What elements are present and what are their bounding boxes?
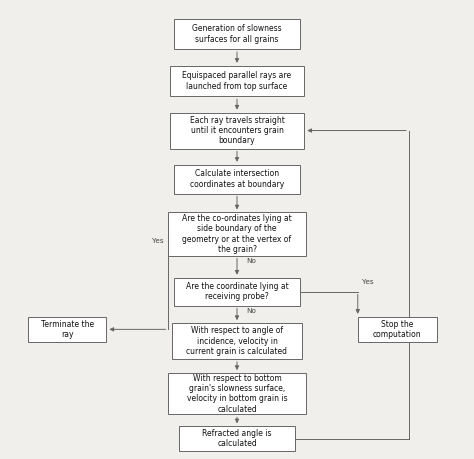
Text: Calculate intersection
coordinates at boundary: Calculate intersection coordinates at bo… [190, 169, 284, 189]
FancyBboxPatch shape [28, 317, 107, 342]
Text: Yes: Yes [152, 239, 164, 245]
FancyBboxPatch shape [168, 373, 306, 414]
FancyBboxPatch shape [174, 18, 300, 49]
Text: No: No [246, 308, 256, 314]
Text: Are the coordinate lying at
receiving probe?: Are the coordinate lying at receiving pr… [186, 282, 288, 301]
FancyBboxPatch shape [168, 213, 306, 256]
Text: Generation of slowness
surfaces for all grains: Generation of slowness surfaces for all … [192, 24, 282, 44]
Text: Terminate the
ray: Terminate the ray [41, 319, 94, 339]
Text: No: No [246, 258, 256, 264]
FancyBboxPatch shape [174, 165, 300, 194]
FancyBboxPatch shape [179, 426, 295, 451]
Text: Refracted angle is
calculated: Refracted angle is calculated [202, 429, 272, 448]
FancyBboxPatch shape [172, 323, 302, 359]
FancyBboxPatch shape [174, 278, 300, 306]
Text: Stop the
computation: Stop the computation [373, 319, 421, 339]
Text: Each ray travels straight
until it encounters grain
boundary: Each ray travels straight until it encou… [190, 116, 284, 146]
FancyBboxPatch shape [170, 112, 304, 149]
Text: With respect to angle of
incidence, velocity in
current grain is calculated: With respect to angle of incidence, velo… [186, 326, 288, 356]
FancyBboxPatch shape [358, 317, 437, 342]
Text: Equispaced parallel rays are
launched from top surface: Equispaced parallel rays are launched fr… [182, 71, 292, 91]
Text: With respect to bottom
grain's slowness surface,
velocity in bottom grain is
cal: With respect to bottom grain's slowness … [187, 374, 287, 414]
Text: Yes: Yes [363, 279, 374, 285]
Text: Are the co-ordinates lying at
side boundary of the
geometry or at the vertex of
: Are the co-ordinates lying at side bound… [182, 214, 292, 254]
FancyBboxPatch shape [170, 66, 304, 96]
